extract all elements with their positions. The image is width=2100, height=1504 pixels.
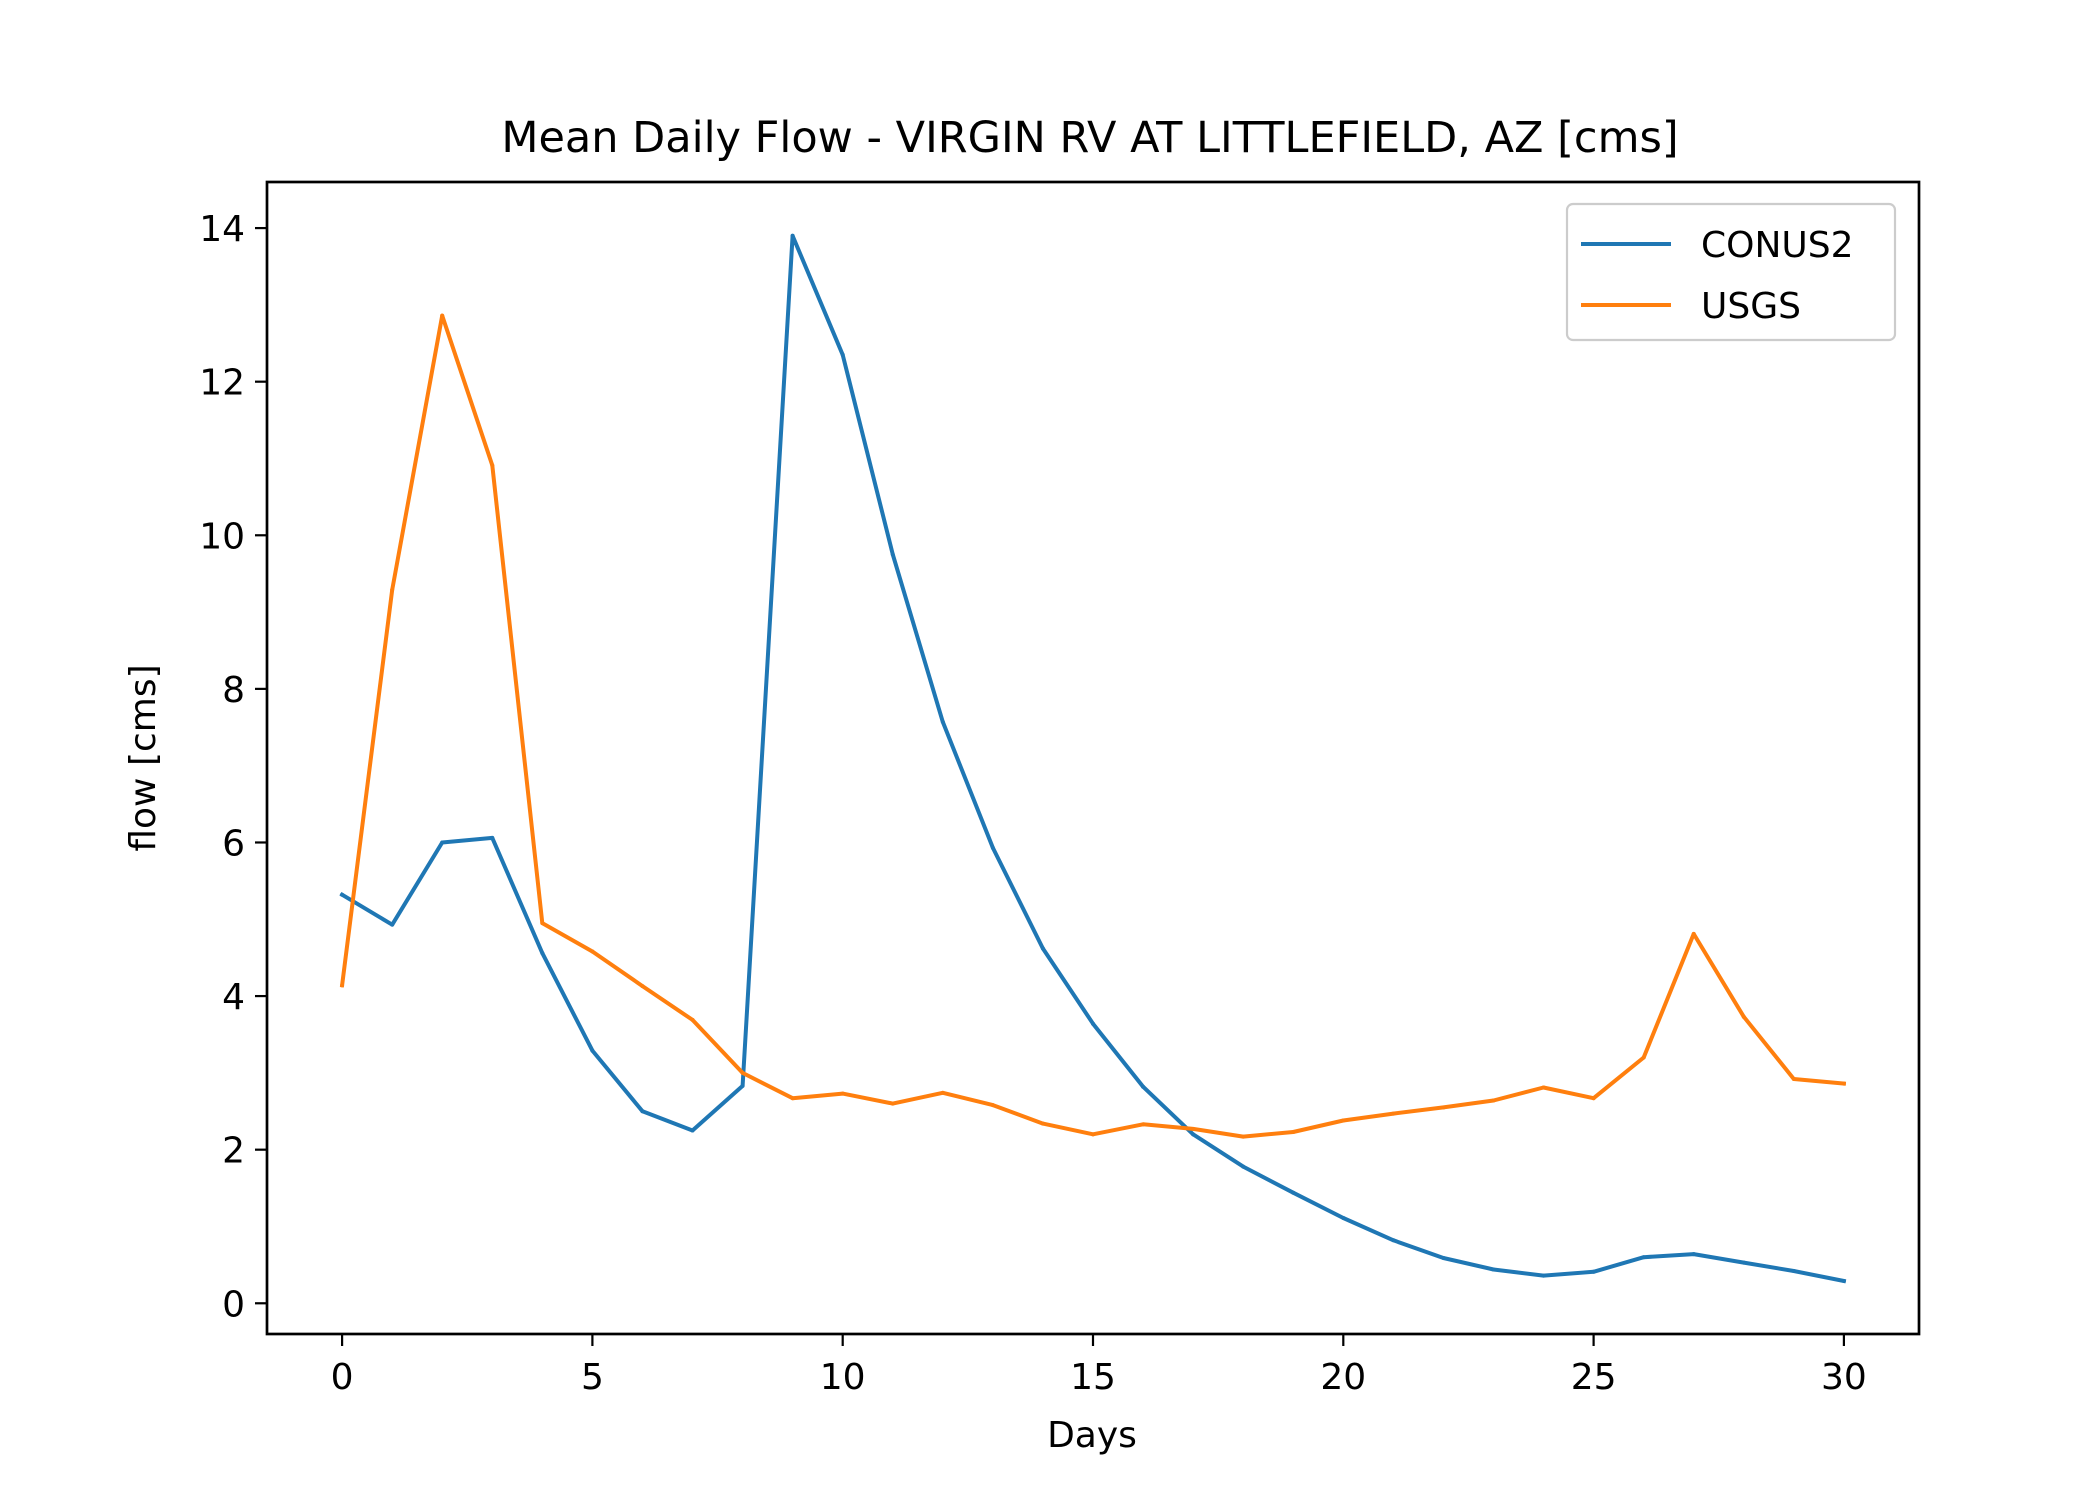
data-point-usgs <box>1491 1098 1496 1103</box>
legend: CONUS2 USGS <box>1565 202 1897 342</box>
data-point-usgs <box>1841 1081 1846 1086</box>
data-point-usgs <box>390 587 395 592</box>
data-point-usgs <box>1791 1077 1796 1082</box>
data-point-conus2 <box>690 1128 695 1133</box>
data-point-conus2 <box>1191 1132 1196 1137</box>
data-point-usgs <box>1691 931 1696 936</box>
data-point-conus2 <box>1441 1255 1446 1260</box>
data-point-usgs <box>440 313 445 318</box>
data-point-conus2 <box>940 719 945 724</box>
data-point-usgs <box>540 921 545 926</box>
data-point-usgs <box>590 949 595 954</box>
data-point-usgs <box>1441 1105 1446 1110</box>
data-point-conus2 <box>990 845 995 850</box>
y-axis-label: flow [cms] <box>123 664 164 851</box>
series-layer <box>339 233 1847 1284</box>
data-point-usgs <box>490 463 495 468</box>
y-tick-label: 14 <box>199 209 245 250</box>
data-point-conus2 <box>390 922 395 927</box>
series-line-conus2 <box>339 233 1847 1284</box>
data-point-usgs <box>640 984 645 989</box>
data-point-usgs <box>1541 1085 1546 1090</box>
chart-title: Mean Daily Flow - VIRGIN RV AT LITTLEFIE… <box>501 113 1678 163</box>
y-tick-label: 8 <box>222 670 245 711</box>
data-point-usgs <box>1091 1132 1095 1137</box>
data-point-conus2 <box>1341 1216 1346 1221</box>
data-point-conus2 <box>1141 1084 1146 1089</box>
legend-label-usgs: USGS <box>1701 286 1801 327</box>
data-point-usgs <box>1591 1096 1596 1101</box>
data-point-usgs <box>940 1090 945 1095</box>
data-point-usgs <box>1141 1122 1146 1127</box>
data-point-conus2 <box>340 892 345 897</box>
x-tick-label: 25 <box>1571 1357 1617 1398</box>
x-axis-ticks: 0 5 10 15 20 25 30 <box>331 1334 1867 1398</box>
y-tick-label: 0 <box>222 1284 245 1325</box>
y-tick-label: 6 <box>222 823 245 864</box>
data-point-conus2 <box>540 951 545 956</box>
data-point-conus2 <box>640 1109 645 1114</box>
data-point-conus2 <box>1741 1260 1746 1265</box>
data-point-usgs <box>690 1017 695 1022</box>
data-point-usgs <box>840 1091 845 1096</box>
y-tick-label: 4 <box>222 977 245 1018</box>
data-point-conus2 <box>1491 1267 1496 1272</box>
series-line-usgs <box>339 313 1847 1139</box>
data-point-conus2 <box>1591 1269 1596 1274</box>
data-point-conus2 <box>740 1083 745 1088</box>
data-point-conus2 <box>440 840 445 845</box>
data-point-conus2 <box>1541 1273 1546 1278</box>
data-point-conus2 <box>1841 1279 1846 1284</box>
data-point-usgs <box>1040 1121 1045 1126</box>
data-point-usgs <box>990 1103 995 1108</box>
data-point-conus2 <box>840 352 845 357</box>
data-point-usgs <box>1341 1118 1346 1123</box>
x-axis-label: Days <box>1047 1415 1137 1456</box>
data-point-conus2 <box>590 1048 595 1053</box>
data-point-usgs <box>1291 1130 1296 1135</box>
data-point-conus2 <box>890 552 895 557</box>
data-point-conus2 <box>1391 1238 1396 1243</box>
data-point-usgs <box>890 1101 895 1106</box>
y-axis-ticks: 0 2 4 6 8 10 12 14 <box>199 209 267 1325</box>
plot-area-frame <box>265 180 1921 1336</box>
data-point-usgs <box>1391 1111 1396 1116</box>
y-tick-label: 2 <box>222 1131 245 1172</box>
data-point-usgs <box>790 1096 795 1101</box>
x-tick-label: 30 <box>1821 1357 1867 1398</box>
data-point-usgs <box>740 1070 745 1075</box>
data-point-conus2 <box>1641 1255 1646 1260</box>
x-tick-label: 0 <box>331 1357 354 1398</box>
data-point-conus2 <box>490 835 495 840</box>
data-point-usgs <box>1741 1014 1746 1019</box>
y-tick-label: 10 <box>199 516 245 557</box>
data-point-conus2 <box>790 233 795 238</box>
x-tick-label: 5 <box>581 1357 604 1398</box>
data-point-usgs <box>1191 1126 1196 1131</box>
data-point-conus2 <box>1241 1164 1246 1169</box>
data-point-conus2 <box>1291 1190 1296 1195</box>
y-tick-label: 12 <box>199 363 245 404</box>
data-point-usgs <box>340 983 345 988</box>
data-point-usgs <box>1641 1055 1646 1060</box>
x-tick-label: 10 <box>820 1357 866 1398</box>
data-point-conus2 <box>1040 946 1045 951</box>
data-point-conus2 <box>1791 1269 1796 1274</box>
data-point-conus2 <box>1091 1021 1095 1026</box>
x-tick-label: 20 <box>1320 1357 1366 1398</box>
legend-label-conus2: CONUS2 <box>1701 225 1854 266</box>
data-point-usgs <box>1241 1134 1246 1139</box>
x-tick-label: 15 <box>1070 1357 1116 1398</box>
data-point-conus2 <box>1691 1252 1696 1257</box>
